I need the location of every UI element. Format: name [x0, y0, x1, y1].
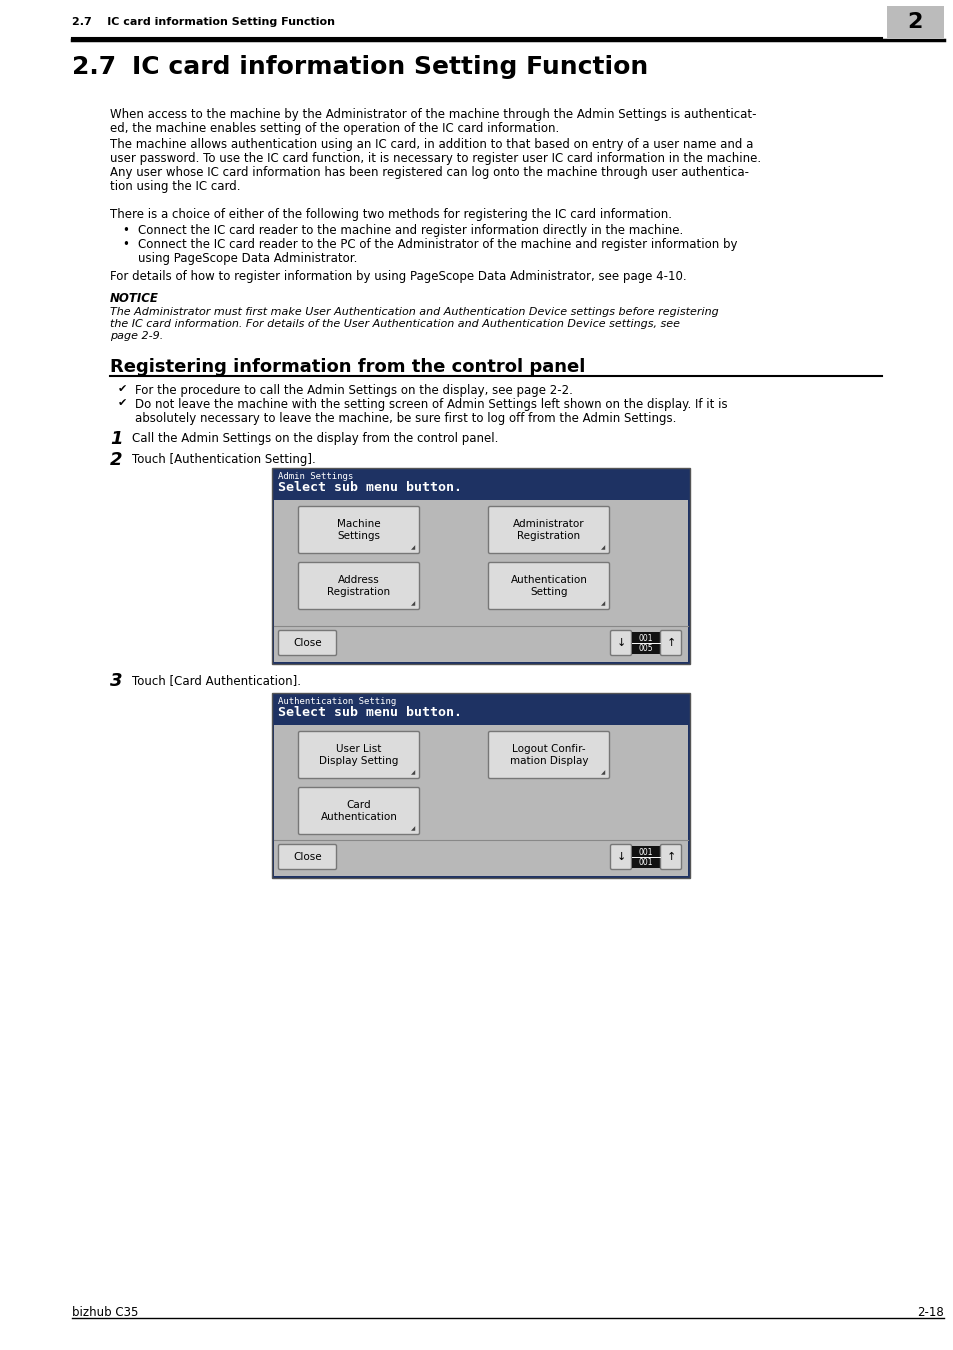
- Text: Touch [Authentication Setting].: Touch [Authentication Setting].: [132, 454, 315, 466]
- Text: ◢: ◢: [600, 769, 604, 775]
- Text: •: •: [122, 224, 129, 238]
- Text: 001: 001: [639, 633, 653, 643]
- Text: 2.7: 2.7: [71, 55, 116, 80]
- Text: ✔: ✔: [118, 398, 128, 408]
- Text: ◢: ◢: [411, 769, 415, 775]
- Text: tion using the IC card.: tion using the IC card.: [110, 180, 240, 193]
- Text: The machine allows authentication using an IC card, in addition to that based on: The machine allows authentication using …: [110, 138, 753, 151]
- Text: ◢: ◢: [411, 601, 415, 606]
- Text: 2.7    IC card information Setting Function: 2.7 IC card information Setting Function: [71, 18, 335, 27]
- Text: ◢: ◢: [600, 545, 604, 549]
- Text: Card
Authentication: Card Authentication: [320, 799, 397, 822]
- Text: ✔: ✔: [118, 383, 128, 394]
- FancyBboxPatch shape: [278, 845, 336, 869]
- Text: User List
Display Setting: User List Display Setting: [319, 744, 398, 767]
- Bar: [631, 632, 659, 653]
- Text: For the procedure to call the Admin Settings on the display, see page 2-2.: For the procedure to call the Admin Sett…: [135, 383, 572, 397]
- Text: 1: 1: [110, 431, 122, 448]
- FancyBboxPatch shape: [610, 630, 631, 656]
- Bar: [274, 725, 687, 876]
- Text: For details of how to register information by using PageScope Data Administrator: For details of how to register informati…: [110, 270, 686, 284]
- FancyBboxPatch shape: [278, 630, 336, 656]
- Text: bizhub C35: bizhub C35: [71, 1305, 138, 1319]
- Text: using PageScope Data Administrator.: using PageScope Data Administrator.: [138, 252, 357, 265]
- Bar: [272, 693, 689, 878]
- Text: Connect the IC card reader to the PC of the Administrator of the machine and reg: Connect the IC card reader to the PC of …: [138, 238, 737, 251]
- Text: Logout Confir-
mation Display: Logout Confir- mation Display: [509, 744, 588, 767]
- Text: Address
Registration: Address Registration: [327, 575, 390, 597]
- FancyBboxPatch shape: [298, 732, 419, 779]
- Text: ↑: ↑: [665, 852, 675, 863]
- FancyBboxPatch shape: [488, 732, 609, 779]
- Text: Do not leave the machine with the setting screen of Admin Settings left shown on: Do not leave the machine with the settin…: [135, 398, 727, 410]
- Text: Machine
Settings: Machine Settings: [336, 518, 380, 541]
- Bar: [272, 468, 689, 664]
- Text: ◢: ◢: [600, 601, 604, 606]
- FancyBboxPatch shape: [298, 506, 419, 554]
- Text: absolutely necessary to leave the machine, be sure first to log off from the Adm: absolutely necessary to leave the machin…: [135, 412, 676, 425]
- Text: Select sub menu button.: Select sub menu button.: [277, 481, 461, 494]
- Text: ◢: ◢: [411, 545, 415, 549]
- Text: user password. To use the IC card function, it is necessary to register user IC : user password. To use the IC card functi…: [110, 153, 760, 165]
- Text: When access to the machine by the Administrator of the machine through the Admin: When access to the machine by the Admini…: [110, 108, 756, 122]
- Bar: [886, 5, 943, 38]
- Text: ↑: ↑: [665, 639, 675, 648]
- Bar: [274, 500, 687, 662]
- Text: ◢: ◢: [411, 826, 415, 832]
- Text: the IC card information. For details of the User Authentication and Authenticati: the IC card information. For details of …: [110, 319, 679, 329]
- Text: •: •: [122, 238, 129, 251]
- Text: Admin Settings: Admin Settings: [277, 472, 353, 481]
- Text: 3: 3: [110, 672, 122, 690]
- Text: IC card information Setting Function: IC card information Setting Function: [132, 55, 648, 80]
- FancyBboxPatch shape: [659, 845, 680, 869]
- Text: Authentication Setting: Authentication Setting: [277, 697, 395, 706]
- FancyBboxPatch shape: [488, 563, 609, 609]
- Text: The Administrator must first make User Authentication and Authentication Device : The Administrator must first make User A…: [110, 306, 718, 317]
- FancyBboxPatch shape: [488, 506, 609, 554]
- Text: Registering information from the control panel: Registering information from the control…: [110, 358, 585, 377]
- Text: ed, the machine enables setting of the operation of the IC card information.: ed, the machine enables setting of the o…: [110, 122, 558, 135]
- Bar: [631, 846, 659, 868]
- Text: Any user whose IC card information has been registered can log onto the machine : Any user whose IC card information has b…: [110, 166, 748, 180]
- FancyBboxPatch shape: [610, 845, 631, 869]
- FancyBboxPatch shape: [298, 563, 419, 609]
- Text: Touch [Card Authentication].: Touch [Card Authentication].: [132, 674, 301, 687]
- Text: 2: 2: [906, 12, 922, 32]
- Text: page 2-9.: page 2-9.: [110, 331, 163, 342]
- Text: ↓: ↓: [616, 639, 625, 648]
- Text: Close: Close: [293, 852, 321, 863]
- Text: Call the Admin Settings on the display from the control panel.: Call the Admin Settings on the display f…: [132, 432, 497, 446]
- Text: 2-18: 2-18: [916, 1305, 943, 1319]
- Text: 005: 005: [638, 644, 653, 653]
- Text: ↓: ↓: [616, 852, 625, 863]
- Text: There is a choice of either of the following two methods for registering the IC : There is a choice of either of the follo…: [110, 208, 671, 221]
- FancyBboxPatch shape: [298, 787, 419, 834]
- Text: 2: 2: [110, 451, 122, 468]
- Text: 001: 001: [639, 859, 653, 867]
- Text: Connect the IC card reader to the machine and register information directly in t: Connect the IC card reader to the machin…: [138, 224, 682, 238]
- Text: NOTICE: NOTICE: [110, 292, 159, 305]
- Text: Close: Close: [293, 639, 321, 648]
- Text: Authentication
Setting: Authentication Setting: [510, 575, 587, 597]
- FancyBboxPatch shape: [659, 630, 680, 656]
- Text: Select sub menu button.: Select sub menu button.: [277, 706, 461, 720]
- Text: Administrator
Registration: Administrator Registration: [513, 518, 584, 541]
- Text: 001: 001: [639, 848, 653, 857]
